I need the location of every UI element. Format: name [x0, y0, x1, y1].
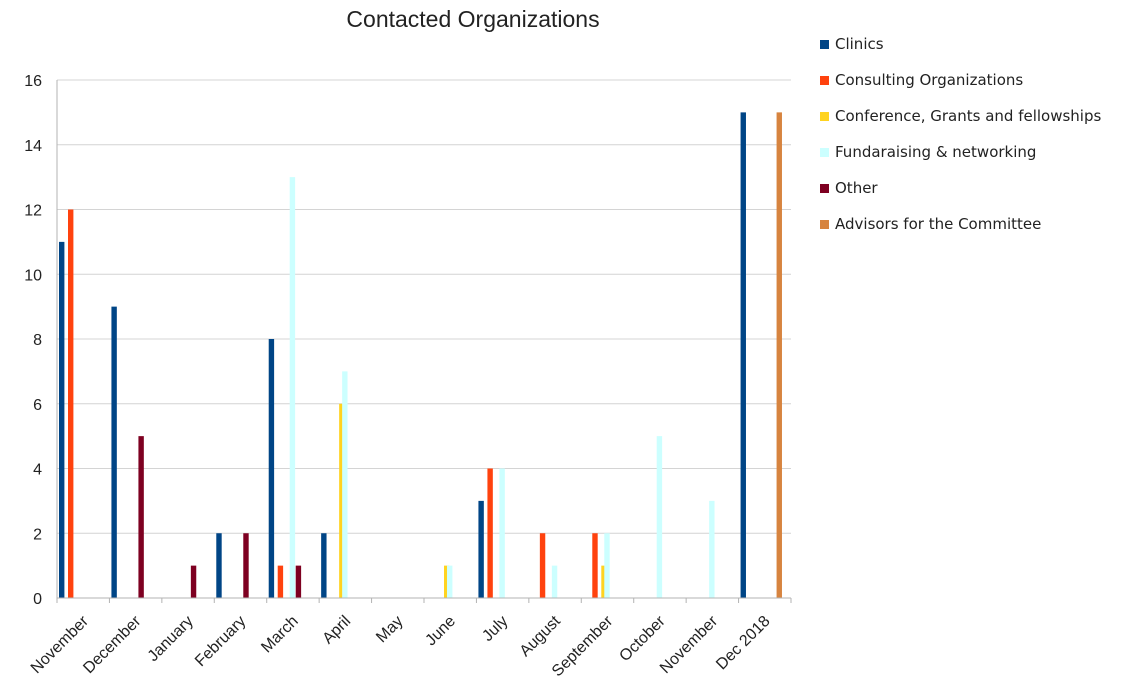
legend-swatch: [820, 39, 829, 49]
legend-item: Consulting Organizations: [820, 62, 1101, 98]
bar-other-2: [190, 565, 197, 598]
x-tick-label: December: [80, 612, 145, 677]
bar-advisors-for-the-committee-13: [776, 112, 782, 598]
chart-title: Contacted Organizations: [346, 6, 600, 32]
bar-consulting-organizations-10: [592, 533, 598, 598]
bars: [59, 112, 782, 598]
y-tick-label: 10: [24, 267, 42, 284]
legend-swatch: [820, 75, 829, 85]
bar-clinics-5: [321, 533, 327, 598]
x-tick-label: November: [657, 612, 722, 677]
bar-other-1: [138, 436, 144, 598]
bar-fundaraising-networking-7: [447, 565, 453, 598]
bar-conference-grants-and-fellowships-7: [444, 565, 450, 598]
legend-item: Advisors for the Committee: [820, 206, 1101, 242]
bar-clinics-3: [216, 533, 222, 598]
x-tick-label: June: [422, 613, 459, 650]
legend-item: Fundaraising & networking: [820, 134, 1101, 170]
bar-fundaraising-networking-9: [551, 565, 558, 598]
legend-swatch: [820, 183, 829, 193]
legend-label: Advisors for the Committee: [835, 215, 1042, 233]
gridlines: [57, 79, 791, 599]
legend-swatch: [820, 147, 829, 157]
bar-fundaraising-networking-11: [656, 436, 663, 598]
bar-fundaraising-networking-8: [499, 468, 505, 598]
bar-conference-grants-and-fellowships-5: [339, 403, 345, 598]
bar-consulting-organizations-9: [539, 533, 546, 598]
legend-item: Other: [820, 170, 1101, 206]
x-tick-label: July: [479, 613, 511, 645]
y-tick-label: 8: [33, 332, 42, 349]
axes: [56, 80, 792, 603]
bar-fundaraising-networking-5: [342, 371, 348, 598]
x-tick-label: January: [145, 613, 197, 665]
bar-clinics-13: [740, 112, 746, 598]
bar-consulting-organizations-4: [277, 565, 284, 598]
x-tick-label: May: [373, 613, 406, 646]
legend-item: Clinics: [820, 26, 1101, 62]
x-tick-label: March: [258, 613, 301, 656]
legend-label: Consulting Organizations: [835, 71, 1024, 89]
legend: Clinics Consulting Organizations Conferenc…: [820, 26, 1101, 242]
x-tick-label: Dec 2018: [713, 613, 774, 674]
legend-label: Fundaraising & networking: [835, 143, 1037, 161]
bar-clinics-8: [478, 500, 484, 598]
x-tick-label: April: [320, 613, 355, 648]
x-tick-label: October: [616, 612, 669, 665]
y-tick-label: 0: [33, 591, 42, 608]
bar-fundaraising-networking-4: [289, 177, 296, 598]
bar-other-4: [295, 565, 302, 598]
bar-consulting-organizations-8: [487, 468, 493, 598]
y-tick-label: 6: [33, 397, 42, 414]
y-tick-label: 12: [24, 203, 42, 220]
legend-item: Conference, Grants and fellowships: [820, 98, 1101, 134]
bar-fundaraising-networking-10: [604, 533, 610, 598]
y-tick-label: 16: [24, 73, 42, 90]
y-tick-label: 2: [33, 526, 42, 543]
bar-conference-grants-and-fellowships-10: [601, 565, 607, 598]
y-tick-label: 14: [24, 138, 42, 155]
x-tick-label: August: [517, 612, 565, 660]
bar-consulting-organizations-0: [68, 209, 74, 598]
legend-swatch: [820, 111, 829, 121]
bar-clinics-4: [268, 339, 275, 598]
legend-label: Conference, Grants and fellowships: [835, 107, 1102, 125]
bar-other-3: [243, 533, 249, 598]
y-tick-label: 4: [33, 462, 42, 479]
bar-clinics-1: [111, 306, 117, 598]
x-tick-label: February: [192, 613, 249, 670]
legend-swatch: [820, 219, 829, 229]
legend-label: Clinics: [835, 35, 884, 53]
y-tick-labels: 0 2 4 6 8 10 12 14 16: [24, 73, 42, 608]
legend-label: Other: [835, 179, 878, 197]
bar-fundaraising-networking-12: [709, 500, 715, 598]
bar-clinics-0: [59, 241, 65, 598]
